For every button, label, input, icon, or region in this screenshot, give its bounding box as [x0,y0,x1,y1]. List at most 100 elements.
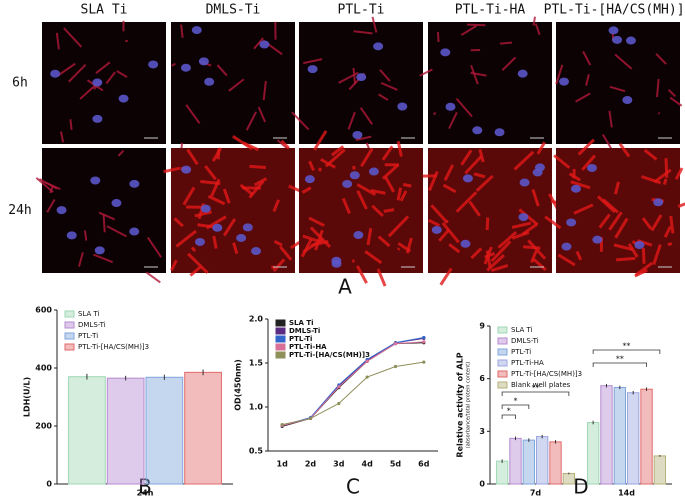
nucleus [586,163,597,172]
panel-label: C [346,475,360,499]
fiber [341,197,351,215]
fiber [301,186,312,194]
fiber [664,158,669,178]
nucleus [534,163,545,172]
nucleus [368,167,379,176]
fiber [652,244,662,265]
fiber [313,130,328,151]
fiber [68,64,87,83]
fiber [432,111,437,116]
legend-label: Blank well plates [511,381,571,389]
y-tick-label: 1.5 [249,359,264,368]
bar [549,441,562,485]
fiber [379,69,391,82]
significance-bracket [501,391,570,396]
micrograph [299,130,423,287]
fiber [653,168,672,184]
fiber [667,241,673,247]
significance-mark: * [507,407,511,416]
significance-mark: ** [616,355,624,364]
fiber [396,247,401,251]
fiber [669,215,675,234]
column-label: PTL-Ti [338,3,385,18]
fiber [212,235,218,249]
y-axis-label: LDH(U/L) [23,377,32,417]
nucleus [472,126,483,135]
fiber [222,218,237,237]
fiber [381,145,394,161]
bar [600,385,613,485]
y-tick-label: 2.0 [249,315,264,324]
fiber [190,246,197,253]
series-line [282,336,424,426]
fiber [439,267,453,286]
fiber [279,245,293,261]
nucleus [56,206,67,215]
column-label: PTL-Ti-HA [455,3,526,18]
fiber [262,80,267,101]
fiber [355,135,372,141]
legend-swatch [497,348,508,356]
x-tick-label: 5d [390,460,402,469]
fiber [320,158,336,169]
fiber [530,250,538,263]
fiber [536,141,546,155]
micrograph-bg [299,148,423,273]
bar [653,455,667,485]
fiber [577,138,595,156]
fiber [602,198,619,214]
legend-label: PTL-Ti-[HA/CS(MH)]3 [289,351,370,359]
fiber [441,222,460,244]
fiber [145,271,161,284]
nucleus [431,225,442,234]
micrograph-bg [171,22,295,144]
point [365,359,369,363]
nucleus [90,176,101,185]
fiber [641,217,653,230]
fiber [460,25,477,36]
bar [562,472,576,485]
legend-label: PTL-Ti-HA [289,343,327,351]
nucleus [561,242,572,251]
significance-bracket [501,414,516,419]
nucleus [198,57,209,66]
fiber [308,160,315,172]
fiber [501,56,517,71]
nucleus [200,204,211,213]
nucleus [111,199,122,208]
fiber [527,239,547,260]
bar [184,371,222,485]
fiber [257,106,267,123]
fiber [352,67,357,85]
fiber [371,204,384,218]
fiber [83,230,88,241]
fiber [581,154,597,171]
bar [495,460,509,485]
nucleus [356,73,367,82]
nucleus [118,94,129,103]
legend-label: PTL-Ti [289,335,312,343]
fiber [189,265,202,277]
panel-label: A [338,275,352,299]
fiber [207,194,226,206]
fiber [360,147,374,168]
nucleus [353,231,364,240]
fiber [384,176,395,193]
bar [586,422,600,485]
bar [627,392,640,485]
row-label: 6h [12,76,28,91]
y-tick-label: 0 [46,480,52,489]
fiber [402,183,412,188]
fiber [532,16,536,26]
fiber [443,164,455,181]
x-tick-label: 24h [137,489,154,498]
point [393,342,398,346]
nucleus [653,198,664,207]
legend-swatch [275,335,286,343]
fiber [204,165,217,181]
bar [640,388,653,485]
x-tick-label: 4d [362,460,374,469]
x-tick-label: 2d [305,460,317,469]
fiber [663,225,672,238]
nucleus [259,40,270,49]
